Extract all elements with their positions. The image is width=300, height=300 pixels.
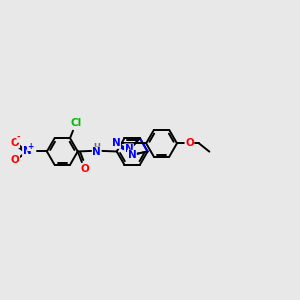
Text: Cl: Cl	[70, 118, 82, 128]
Text: +: +	[27, 142, 34, 151]
Text: -: -	[17, 133, 20, 142]
Text: O: O	[80, 164, 89, 174]
Text: N: N	[124, 144, 133, 154]
Text: N: N	[128, 150, 136, 160]
Text: N: N	[92, 147, 101, 157]
Text: N: N	[22, 146, 32, 157]
Text: H: H	[93, 143, 100, 152]
Text: O: O	[185, 138, 194, 148]
Text: N: N	[112, 138, 121, 148]
Text: O: O	[11, 155, 20, 165]
Text: O: O	[11, 138, 20, 148]
